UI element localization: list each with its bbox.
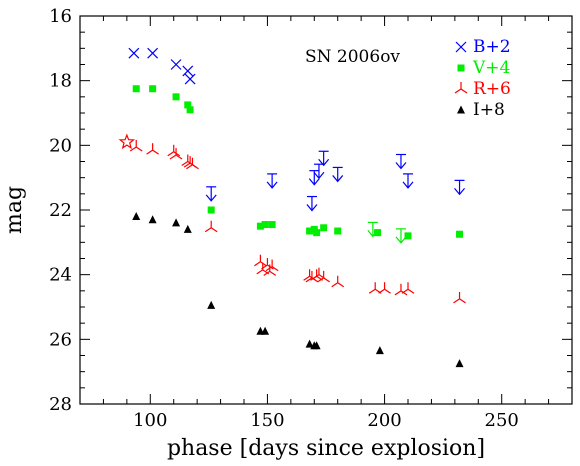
data-point [205, 186, 217, 202]
data-point [170, 59, 182, 70]
series-b-2 [128, 47, 196, 85]
series-v-4-limits [367, 221, 407, 244]
x-axis-title: phase [days since explosion] [167, 436, 485, 461]
y-tick-label: 20 [49, 135, 72, 156]
data-point [395, 153, 407, 170]
data-point [172, 93, 180, 101]
data-point [312, 341, 321, 350]
data-points [118, 47, 466, 368]
data-point [378, 282, 391, 294]
y-tick-label: 22 [49, 200, 72, 221]
x-tick-label: 150 [250, 410, 284, 431]
data-point [207, 300, 216, 309]
data-point [184, 73, 196, 85]
data-point [456, 230, 464, 238]
series-r-6-peak [118, 133, 136, 150]
data-point [331, 275, 345, 288]
legend-label: B+2 [473, 37, 511, 57]
data-point [132, 85, 140, 93]
data-point [265, 259, 279, 272]
data-point [172, 218, 181, 227]
legend-marker [457, 105, 465, 114]
x-tick-label: 200 [367, 410, 401, 431]
data-point [268, 221, 276, 229]
data-point [182, 65, 194, 77]
series-r-6 [129, 139, 466, 304]
x-tick-label: 250 [485, 410, 519, 431]
data-point [149, 85, 157, 93]
legend-label: R+6 [473, 79, 511, 99]
legend-label: I+8 [473, 100, 505, 120]
legend-marker [455, 41, 467, 53]
y-axis-title: mag [2, 186, 27, 234]
data-point [375, 346, 384, 355]
x-tick-label: 100 [133, 410, 167, 431]
data-point [169, 148, 183, 160]
legend-marker [457, 64, 465, 72]
series-v-4 [132, 85, 464, 240]
data-point [261, 221, 269, 229]
data-point [147, 47, 159, 59]
axis-tick-labels: 100 150 200 250 16 18 20 22 24 26 28 [49, 6, 519, 431]
data-point [313, 229, 321, 237]
data-point [454, 179, 466, 196]
data-point [306, 227, 314, 235]
y-tick-label: 26 [49, 329, 72, 350]
legend-marker [454, 82, 468, 94]
data-point [146, 143, 159, 155]
legend-label: V+4 [472, 58, 510, 78]
axis-ticks [80, 15, 573, 405]
data-point [367, 221, 379, 238]
data-point [305, 339, 314, 348]
data-point [186, 157, 199, 170]
data-point [404, 232, 412, 240]
data-point [374, 229, 382, 237]
data-point [167, 144, 181, 157]
data-point [129, 139, 143, 152]
data-point [118, 133, 136, 150]
data-point [394, 283, 408, 296]
data-point [254, 254, 267, 267]
series-i-8 [132, 211, 464, 368]
data-point [148, 215, 157, 224]
data-point [395, 228, 407, 244]
y-tick-label: 28 [49, 394, 72, 415]
data-point [402, 173, 414, 189]
data-point [204, 220, 218, 233]
data-point [332, 166, 344, 183]
data-point [334, 227, 342, 235]
data-point [453, 291, 466, 304]
data-point [183, 224, 192, 233]
data-point [186, 106, 194, 114]
data-point [128, 47, 140, 59]
data-point [401, 282, 415, 294]
data-point [207, 206, 215, 214]
data-point [132, 211, 141, 220]
data-point [261, 326, 270, 335]
data-point [266, 173, 278, 189]
data-point [306, 195, 318, 212]
chart-annotation: SN 2006ov [305, 47, 400, 67]
y-tick-label: 16 [49, 6, 72, 27]
legend: B+2V+4R+6I+8 [454, 37, 511, 120]
data-point [256, 222, 264, 230]
data-point [184, 101, 192, 109]
data-point [455, 359, 464, 368]
data-point [317, 270, 330, 283]
series-b-2-limits [205, 150, 466, 212]
data-point [318, 150, 330, 167]
y-tick-label: 24 [49, 265, 72, 286]
y-tick-label: 18 [49, 71, 72, 92]
data-point [320, 224, 328, 232]
data-point [261, 257, 274, 270]
